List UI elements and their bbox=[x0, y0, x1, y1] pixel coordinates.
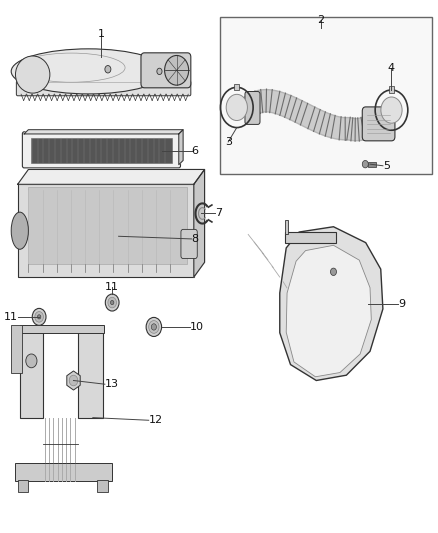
Text: 3: 3 bbox=[225, 137, 232, 147]
Circle shape bbox=[105, 294, 119, 311]
Circle shape bbox=[362, 160, 368, 168]
Polygon shape bbox=[194, 169, 205, 277]
Bar bbox=[28, 187, 187, 264]
FancyBboxPatch shape bbox=[22, 132, 180, 168]
FancyBboxPatch shape bbox=[181, 229, 197, 259]
FancyBboxPatch shape bbox=[141, 53, 191, 88]
Polygon shape bbox=[179, 130, 183, 165]
Circle shape bbox=[26, 354, 37, 368]
Circle shape bbox=[226, 94, 247, 120]
Bar bbox=[234, 84, 240, 90]
Bar bbox=[11, 325, 22, 373]
Circle shape bbox=[157, 68, 162, 75]
Bar bbox=[20, 325, 104, 333]
Ellipse shape bbox=[15, 56, 50, 93]
FancyBboxPatch shape bbox=[362, 107, 395, 141]
Polygon shape bbox=[18, 169, 205, 184]
Text: 5: 5 bbox=[383, 161, 390, 171]
Circle shape bbox=[105, 66, 111, 73]
Text: 12: 12 bbox=[149, 415, 163, 425]
Text: 4: 4 bbox=[388, 63, 395, 73]
Text: 6: 6 bbox=[192, 146, 199, 156]
Circle shape bbox=[69, 375, 78, 386]
Text: 7: 7 bbox=[215, 208, 223, 219]
Text: 13: 13 bbox=[105, 379, 119, 389]
Text: 11: 11 bbox=[105, 281, 119, 292]
Bar bbox=[18, 480, 28, 492]
Ellipse shape bbox=[11, 212, 28, 249]
FancyBboxPatch shape bbox=[16, 81, 191, 96]
Circle shape bbox=[149, 320, 159, 333]
Circle shape bbox=[331, 268, 336, 276]
Text: 1: 1 bbox=[98, 29, 105, 39]
Polygon shape bbox=[286, 245, 371, 377]
Bar bbox=[285, 220, 288, 233]
Circle shape bbox=[108, 297, 117, 308]
Bar bbox=[389, 86, 394, 93]
Polygon shape bbox=[280, 227, 383, 381]
Bar bbox=[219, 17, 432, 174]
Circle shape bbox=[32, 309, 46, 325]
Circle shape bbox=[381, 97, 402, 123]
Text: 9: 9 bbox=[398, 298, 405, 309]
Circle shape bbox=[151, 324, 156, 330]
Text: 10: 10 bbox=[190, 322, 204, 332]
Circle shape bbox=[37, 315, 41, 319]
Circle shape bbox=[165, 55, 189, 85]
Bar bbox=[368, 161, 376, 167]
Bar bbox=[285, 232, 336, 243]
Circle shape bbox=[146, 317, 162, 336]
Bar bbox=[31, 138, 172, 163]
Bar bbox=[15, 463, 112, 481]
Text: 11: 11 bbox=[4, 312, 18, 322]
Ellipse shape bbox=[11, 49, 166, 94]
Text: 2: 2 bbox=[317, 15, 324, 25]
Bar bbox=[97, 480, 108, 492]
FancyBboxPatch shape bbox=[245, 92, 260, 124]
Bar bbox=[18, 184, 194, 277]
Text: 8: 8 bbox=[192, 234, 199, 244]
Circle shape bbox=[35, 312, 43, 322]
Bar bbox=[20, 330, 43, 418]
Polygon shape bbox=[24, 130, 183, 134]
Circle shape bbox=[110, 301, 114, 305]
Bar bbox=[78, 330, 103, 418]
